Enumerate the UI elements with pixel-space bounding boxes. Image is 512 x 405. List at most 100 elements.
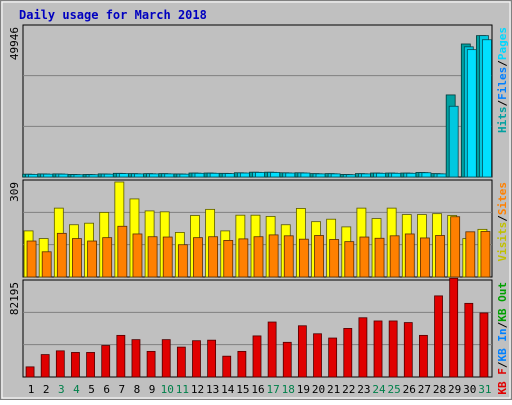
bar-visits-sites [359, 236, 370, 278]
bar-hits-pages [179, 173, 190, 178]
bar-visits-sites [344, 241, 355, 278]
legend-item: / [496, 60, 509, 67]
bar-hits-pages [194, 172, 205, 178]
bar-kb-kb-f [146, 350, 156, 378]
day-label: 16 [251, 383, 264, 396]
bar-visits-sites [102, 237, 113, 278]
panel-frame-hits [22, 24, 493, 178]
bar-visits-sites [374, 237, 385, 278]
legend-item: / [496, 100, 509, 107]
bar-hits-pages [270, 172, 281, 178]
day-label: 14 [221, 383, 235, 396]
bar-kb-kb-f [388, 320, 398, 378]
bar-kb-kb-f [252, 335, 262, 378]
bar-visits-sites [465, 231, 476, 278]
bar-kb-kb-f [207, 339, 217, 378]
bar-kb-kb-f [237, 350, 247, 378]
bar-kb-kb-f [116, 334, 126, 378]
day-label: 12 [191, 383, 204, 396]
legend-item: Hits [496, 107, 509, 134]
bar-kb-kb-f [343, 328, 353, 378]
bar-kb-kb-f [86, 352, 95, 378]
bar-hits-pages [149, 173, 159, 178]
bar-kb-kb-f [161, 339, 171, 378]
bar-visits-sites [435, 235, 445, 278]
bar-kb-kb-f [131, 339, 141, 378]
day-label: 30 [463, 383, 476, 396]
bar-visits-sites [41, 251, 52, 278]
day-label: 11 [176, 383, 189, 396]
bar-visits-sites [404, 233, 415, 278]
bar-kb-kb-f [434, 295, 443, 378]
day-label: 31 [478, 383, 491, 396]
bar-kb-kb-f [479, 312, 489, 378]
bar-hits-pages [345, 174, 356, 178]
day-label: 25 [388, 383, 401, 396]
bar-visits-sites [268, 234, 279, 278]
bar-visits-sites [193, 237, 203, 278]
legend-item: KB F [496, 368, 509, 395]
bar-visits-sites [147, 236, 158, 278]
bar-visits-sites [56, 232, 67, 278]
bar-hits-pages [103, 173, 114, 178]
day-label: 15 [236, 383, 249, 396]
bar-kb-kb-f [267, 321, 277, 378]
day-label: 9 [149, 383, 156, 396]
legend-item: KB Out [496, 282, 509, 322]
bar-kb-kb-f [71, 352, 80, 378]
day-label: 18 [282, 383, 295, 396]
bar-kb-kb-f [403, 322, 413, 378]
legend-item: / [496, 215, 509, 222]
day-label: 20 [312, 383, 325, 396]
bar-visits-sites [87, 240, 97, 278]
bar-visits-sites [480, 231, 491, 278]
day-label: 19 [297, 383, 310, 396]
bar-kb-kb-f [297, 325, 307, 378]
bar-kb-kb-f [40, 354, 50, 378]
day-label: 2 [43, 383, 50, 396]
y-max-label-visits: 309 [8, 182, 21, 202]
legend-hits: Hits/Files/Pages [496, 27, 509, 133]
day-label: 28 [433, 383, 446, 396]
bar-kb-kb-f [55, 350, 65, 378]
bar-hits-pages [88, 174, 99, 178]
legend-item: / [496, 361, 509, 368]
bar-hits-pages [43, 173, 54, 178]
bar-hits-pages [58, 173, 69, 178]
bar-visits-sites [238, 238, 249, 278]
bar-hits-pages [406, 172, 417, 178]
bar-visits-sites [26, 240, 37, 278]
bar-hits-pages [376, 172, 386, 178]
bar-hits-pages [239, 172, 250, 178]
bar-kb-kb-f [101, 345, 111, 378]
bar-kb-kb-f [464, 302, 474, 378]
legend-kb: KB F/KB In/KB Out [496, 282, 509, 395]
bar-kb-kb-f [313, 333, 322, 378]
bar-hits-pages [255, 172, 265, 178]
panel-visits: 309 Visits/Sites [8, 179, 509, 278]
bar-visits-sites [329, 239, 340, 278]
bar-visits-sites [389, 235, 400, 278]
bar-kb-kb-f [328, 337, 338, 378]
legend-visits: Visits/Sites [496, 182, 509, 262]
bar-hits-pages [118, 173, 129, 178]
legend-item: / [496, 321, 509, 328]
day-axis: 1 2 3 4 5 6 7 8 9 10 11 12 13 14 15 16 17 18 19 20 21 22 23 24 2… [28, 383, 492, 396]
bar-visits-sites [298, 238, 309, 278]
bar-visits-sites [162, 236, 173, 278]
bar-kb-kb-f [176, 346, 186, 378]
bar-hits-pages [315, 173, 326, 178]
day-label: 13 [206, 383, 219, 396]
bar-visits-sites [132, 233, 143, 278]
bar-hits-pages [330, 173, 341, 178]
day-label: 26 [403, 383, 416, 396]
bar-visits-sites [283, 235, 294, 278]
day-label: 6 [103, 383, 110, 396]
bar-hits-pages [164, 173, 175, 178]
bar-hits-pages [28, 174, 38, 178]
bar-hits-pages [391, 172, 402, 178]
day-label: 24 [372, 383, 386, 396]
day-label: 8 [134, 383, 141, 396]
bar-hits-pages [209, 172, 220, 178]
day-label: 4 [73, 383, 80, 396]
